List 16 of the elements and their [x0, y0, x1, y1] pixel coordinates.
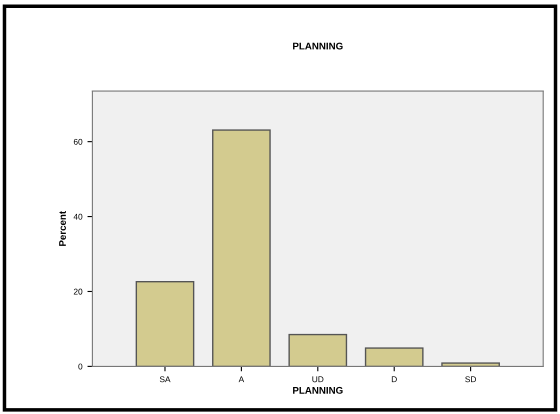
- bar: [212, 129, 271, 366]
- x-axis-title: PLANNING: [293, 386, 343, 394]
- x-tick-label: SD: [465, 376, 476, 382]
- x-tick-label: A: [238, 376, 244, 382]
- bar: [364, 347, 424, 366]
- chart-title: PLANNING: [293, 42, 343, 50]
- y-tick-label: 0: [78, 364, 82, 370]
- y-axis-title: Percent: [59, 211, 66, 246]
- bar: [136, 281, 194, 366]
- x-tick-label: D: [392, 376, 397, 382]
- y-tick-label: 40: [74, 214, 82, 220]
- x-tick-label: UD: [312, 376, 324, 382]
- bar: [288, 334, 348, 366]
- y-tick-label: 20: [74, 288, 82, 295]
- x-tick-label: SA: [160, 376, 171, 382]
- y-tick-label: 60: [74, 138, 82, 145]
